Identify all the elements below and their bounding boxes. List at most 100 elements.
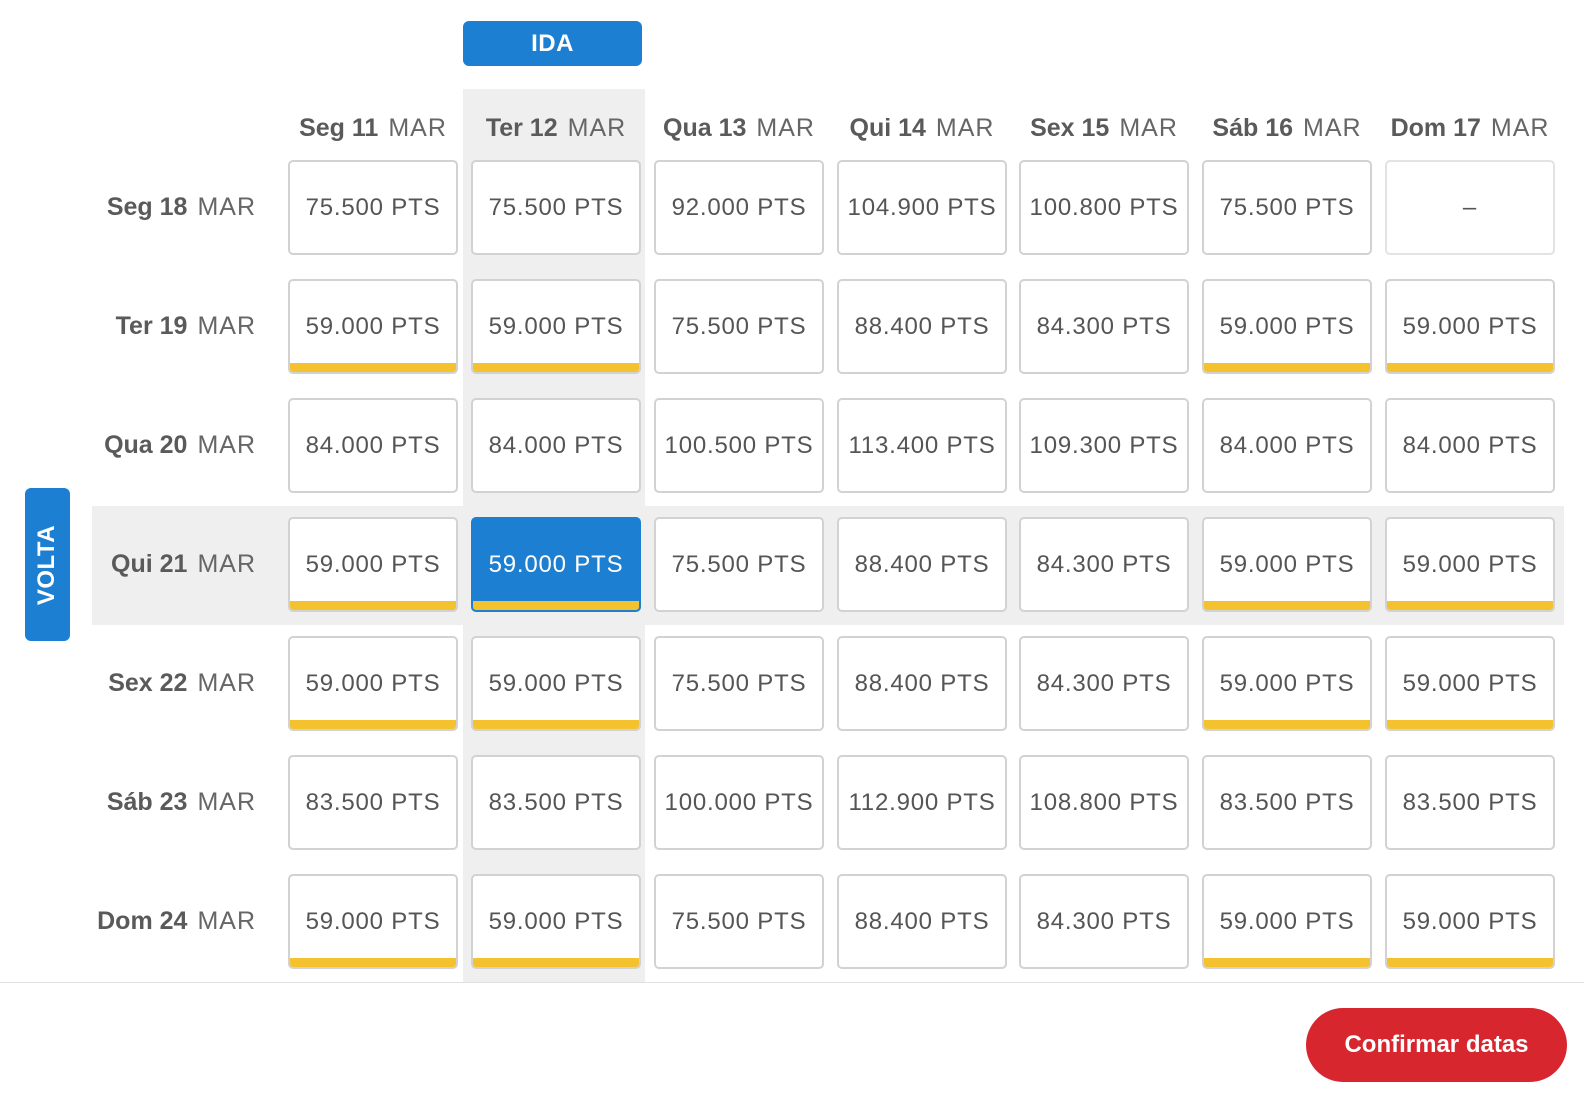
fare-cell[interactable]: 59.000 PTS (471, 279, 641, 374)
return-month-label: MAR (197, 787, 256, 816)
fare-cell-unavailable: – (1385, 160, 1555, 255)
fare-cell[interactable]: 59.000 PTS (1202, 636, 1372, 731)
fare-cell[interactable]: 108.800 PTS (1019, 755, 1189, 850)
confirm-dates-button[interactable]: Confirmar datas (1306, 1008, 1567, 1082)
fare-cell[interactable]: 92.000 PTS (654, 160, 824, 255)
return-date-header: Ter 19 MAR (80, 306, 256, 346)
fare-cell[interactable]: 84.300 PTS (1019, 279, 1189, 374)
fare-price: 83.500 PTS (305, 788, 441, 816)
fare-cell[interactable]: 59.000 PTS (288, 636, 458, 731)
fare-cell[interactable]: 83.500 PTS (1385, 755, 1555, 850)
fare-cell[interactable]: 59.000 PTS (1202, 874, 1372, 969)
fare-cell[interactable]: 83.500 PTS (288, 755, 458, 850)
fare-price: 75.500 PTS (305, 193, 441, 221)
fare-price: 92.000 PTS (671, 193, 807, 221)
fare-cell[interactable]: 59.000 PTS (288, 279, 458, 374)
cheapest-fare-indicator (1387, 601, 1553, 610)
fare-price: 75.500 PTS (1219, 193, 1355, 221)
fare-cell[interactable]: 59.000 PTS (1202, 517, 1372, 612)
return-month-label: MAR (197, 668, 256, 697)
fare-cell[interactable]: 75.500 PTS (654, 517, 824, 612)
outbound-month-label: MAR (1119, 113, 1178, 142)
return-date-header: Qui 21 MAR (80, 544, 256, 584)
fare-cell[interactable]: 59.000 PTS (288, 517, 458, 612)
outbound-weekday-label: Qua 13 (663, 113, 747, 142)
cheapest-fare-indicator (290, 958, 456, 967)
fare-cell[interactable]: 100.000 PTS (654, 755, 824, 850)
fare-price: 59.000 PTS (488, 669, 624, 697)
fare-cell[interactable]: 84.000 PTS (471, 398, 641, 493)
fare-cell[interactable]: 84.300 PTS (1019, 874, 1189, 969)
fare-price: 59.000 PTS (1402, 312, 1538, 340)
fare-cell[interactable]: 83.500 PTS (471, 755, 641, 850)
cheapest-fare-indicator (473, 720, 639, 729)
fare-price: 59.000 PTS (1402, 907, 1538, 935)
fare-cell[interactable]: 59.000 PTS (1202, 279, 1372, 374)
fare-cell[interactable]: 109.300 PTS (1019, 398, 1189, 493)
fare-cell[interactable]: 59.000 PTS (471, 874, 641, 969)
fare-cell[interactable]: 104.900 PTS (837, 160, 1007, 255)
outbound-date-header: Dom 17 MAR (1379, 108, 1562, 148)
outbound-month-label: MAR (935, 113, 995, 142)
outbound-weekday-label: Sáb 16 (1212, 113, 1294, 142)
fare-cell[interactable]: 83.500 PTS (1202, 755, 1372, 850)
return-date-header: Qua 20 MAR (80, 425, 256, 465)
return-weekday-label: Sáb 23 (106, 787, 188, 816)
fare-price: 84.000 PTS (488, 431, 624, 459)
fare-price: 83.500 PTS (1402, 788, 1538, 816)
return-date-header: Dom 24 MAR (80, 901, 256, 941)
fare-cell[interactable]: 59.000 PTS (471, 517, 641, 612)
fare-cell[interactable]: 84.000 PTS (1385, 398, 1555, 493)
fare-cell[interactable]: 59.000 PTS (1385, 874, 1555, 969)
fare-cell[interactable]: 113.400 PTS (837, 398, 1007, 493)
fare-cell[interactable]: 75.500 PTS (654, 279, 824, 374)
fare-cell[interactable]: 84.000 PTS (288, 398, 458, 493)
fare-cell[interactable]: 84.300 PTS (1019, 636, 1189, 731)
return-date-header: Seg 18 MAR (80, 187, 256, 227)
fare-cell[interactable]: 75.500 PTS (654, 636, 824, 731)
fare-price: 59.000 PTS (1402, 669, 1538, 697)
outbound-weekday-label: Ter 12 (485, 113, 558, 142)
fare-cell[interactable]: 75.500 PTS (471, 160, 641, 255)
fare-cell[interactable]: 59.000 PTS (471, 636, 641, 731)
fare-cell[interactable]: 84.300 PTS (1019, 517, 1189, 612)
return-date-header: Sex 22 MAR (80, 663, 256, 703)
fare-price: 84.300 PTS (1036, 312, 1172, 340)
fare-cell[interactable]: 84.000 PTS (1202, 398, 1372, 493)
fare-price: 84.300 PTS (1036, 907, 1172, 935)
outbound-weekday-label: Sex 15 (1030, 113, 1110, 142)
fare-cell[interactable]: 88.400 PTS (837, 279, 1007, 374)
fare-cell[interactable]: 100.500 PTS (654, 398, 824, 493)
fare-cell[interactable]: 59.000 PTS (1385, 279, 1555, 374)
outbound-month-label: MAR (1490, 113, 1550, 142)
fare-price: 100.800 PTS (1029, 193, 1179, 221)
fare-cell[interactable]: 59.000 PTS (288, 874, 458, 969)
fare-cell[interactable]: 88.400 PTS (837, 874, 1007, 969)
outbound-date-header: Sex 15 MAR (1013, 108, 1196, 148)
fare-price: 113.400 PTS (848, 431, 996, 459)
outbound-month-label: MAR (567, 113, 627, 142)
return-weekday-label: Sex 22 (108, 668, 188, 697)
outbound-date-header: Ter 12 MAR (465, 108, 648, 148)
fare-cell[interactable]: 75.500 PTS (288, 160, 458, 255)
fare-price: 75.500 PTS (488, 193, 624, 221)
fare-price: 59.000 PTS (305, 669, 441, 697)
cheapest-fare-indicator (473, 363, 639, 372)
fare-price: 84.000 PTS (1402, 431, 1538, 459)
return-weekday-label: Qua 20 (104, 430, 188, 459)
fare-cell[interactable]: 88.400 PTS (837, 636, 1007, 731)
fare-price: 112.900 PTS (848, 788, 996, 816)
fare-cell[interactable]: 88.400 PTS (837, 517, 1007, 612)
fare-price: 83.500 PTS (488, 788, 624, 816)
fare-cell[interactable]: 75.500 PTS (1202, 160, 1372, 255)
return-month-label: MAR (197, 549, 256, 578)
outbound-date-header: Sáb 16 MAR (1196, 108, 1379, 148)
fare-cell[interactable]: 112.900 PTS (837, 755, 1007, 850)
fare-price: 59.000 PTS (1219, 669, 1355, 697)
fare-cell[interactable]: 59.000 PTS (1385, 517, 1555, 612)
fare-cell[interactable]: 75.500 PTS (654, 874, 824, 969)
fare-price: 88.400 PTS (854, 907, 990, 935)
fare-cell[interactable]: 59.000 PTS (1385, 636, 1555, 731)
fare-cell[interactable]: 100.800 PTS (1019, 160, 1189, 255)
